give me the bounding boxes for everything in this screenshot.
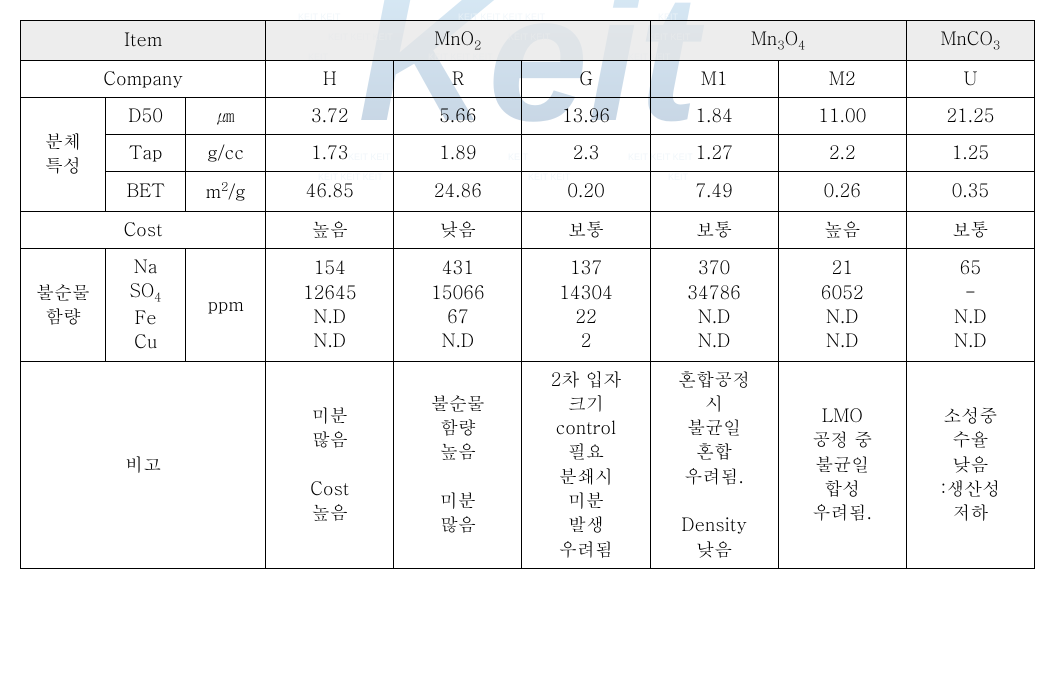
header-mnco3: MnCO3: [906, 21, 1034, 61]
data-cell: 0.35: [906, 172, 1034, 211]
material-comparison-table: Item MnO2 Mn3O4 MnCO3 Company H R G M1 M…: [20, 20, 1035, 569]
data-cell: 2차 입자 크기 control 필요 분쇄시 미분 발생 우려됨: [522, 361, 650, 568]
data-cell: 21.25: [906, 97, 1034, 134]
data-cell: 24.86: [394, 172, 522, 211]
table-row: 분체 특성 D50 ㎛ 3.72 5.66 13.96 1.84 11.00 2…: [21, 97, 1035, 134]
data-cell: 5.66: [394, 97, 522, 134]
impurity-label: 불순물 함량: [21, 249, 106, 361]
table-row: 불순물 함량 NaSO4FeCu ppm 154 12645 N.D N.D 4…: [21, 249, 1035, 361]
header-mn3o4: Mn3O4: [650, 21, 906, 61]
header-mno2: MnO2: [266, 21, 650, 61]
data-cell: 보통: [522, 211, 650, 248]
company-cell: H: [266, 60, 394, 97]
svg-text:KEIT KEIT KEIT: KEIT KEIT KEIT: [318, 0, 383, 2]
powder-name: BET: [106, 172, 186, 211]
data-cell: 46.85: [266, 172, 394, 211]
company-cell: U: [906, 60, 1034, 97]
table-row: Item MnO2 Mn3O4 MnCO3: [21, 21, 1035, 61]
table-row: BET m2/g 46.85 24.86 0.20 7.49 0.26 0.35: [21, 172, 1035, 211]
data-cell: 1.89: [394, 135, 522, 172]
powder-name: Tap: [106, 135, 186, 172]
impurity-elements: NaSO4FeCu: [106, 249, 186, 361]
powder-unit: m2/g: [186, 172, 266, 211]
data-cell: 1.27: [650, 135, 778, 172]
data-cell: 높음: [266, 211, 394, 248]
company-cell: M1: [650, 60, 778, 97]
data-cell: 0.26: [778, 172, 906, 211]
impurity-unit: ppm: [186, 249, 266, 361]
data-cell: 낮음: [394, 211, 522, 248]
data-cell: 65 - N.D N.D: [906, 249, 1034, 361]
powder-unit: g/cc: [186, 135, 266, 172]
data-cell: 7.49: [650, 172, 778, 211]
data-cell: 154 12645 N.D N.D: [266, 249, 394, 361]
data-cell: 11.00: [778, 97, 906, 134]
data-cell: 소성중 수율 낮음 :생산성 저하: [906, 361, 1034, 568]
data-cell: 높음: [778, 211, 906, 248]
cost-label: Cost: [21, 211, 266, 248]
data-cell: 3.72: [266, 97, 394, 134]
data-cell: 1.73: [266, 135, 394, 172]
powder-unit: ㎛: [186, 97, 266, 134]
data-cell: 431 15066 67 N.D: [394, 249, 522, 361]
data-cell: 21 6052 N.D N.D: [778, 249, 906, 361]
data-cell: 2.2: [778, 135, 906, 172]
company-cell: G: [522, 60, 650, 97]
data-cell: LMO 공정 중 불균일 합성 우려됨.: [778, 361, 906, 568]
remarks-label: 비고: [21, 361, 266, 568]
svg-text:KEIT: KEIT: [638, 0, 659, 2]
company-cell: M2: [778, 60, 906, 97]
data-cell: 0.20: [522, 172, 650, 211]
powder-name: D50: [106, 97, 186, 134]
table-row: Cost 높음 낮음 보통 보통 높음 보통: [21, 211, 1035, 248]
data-cell: 1.25: [906, 135, 1034, 172]
data-cell: 미분 많음 Cost 높음: [266, 361, 394, 568]
data-cell: 보통: [650, 211, 778, 248]
data-cell: 370 34786 N.D N.D: [650, 249, 778, 361]
powder-label: 분체 특성: [21, 97, 106, 211]
company-cell: R: [394, 60, 522, 97]
data-cell: 13.96: [522, 97, 650, 134]
data-cell: 2.3: [522, 135, 650, 172]
svg-text:KEIT KEIT KEIT: KEIT KEIT KEIT: [478, 0, 543, 2]
data-cell: 보통: [906, 211, 1034, 248]
header-item: Item: [21, 21, 266, 61]
header-company: Company: [21, 60, 266, 97]
table-row: Company H R G M1 M2 U: [21, 60, 1035, 97]
data-cell: 불순물 함량 높음 미분 많음: [394, 361, 522, 568]
data-cell: 137 14304 22 2: [522, 249, 650, 361]
data-cell: 혼합공정 시 불균일 혼합 우려됨. Density 낮음: [650, 361, 778, 568]
data-cell: 1.84: [650, 97, 778, 134]
table-row: 비고 미분 많음 Cost 높음 불순물 함량 높음 미분 많음 2차 입자 크…: [21, 361, 1035, 568]
table-row: Tap g/cc 1.73 1.89 2.3 1.27 2.2 1.25: [21, 135, 1035, 172]
